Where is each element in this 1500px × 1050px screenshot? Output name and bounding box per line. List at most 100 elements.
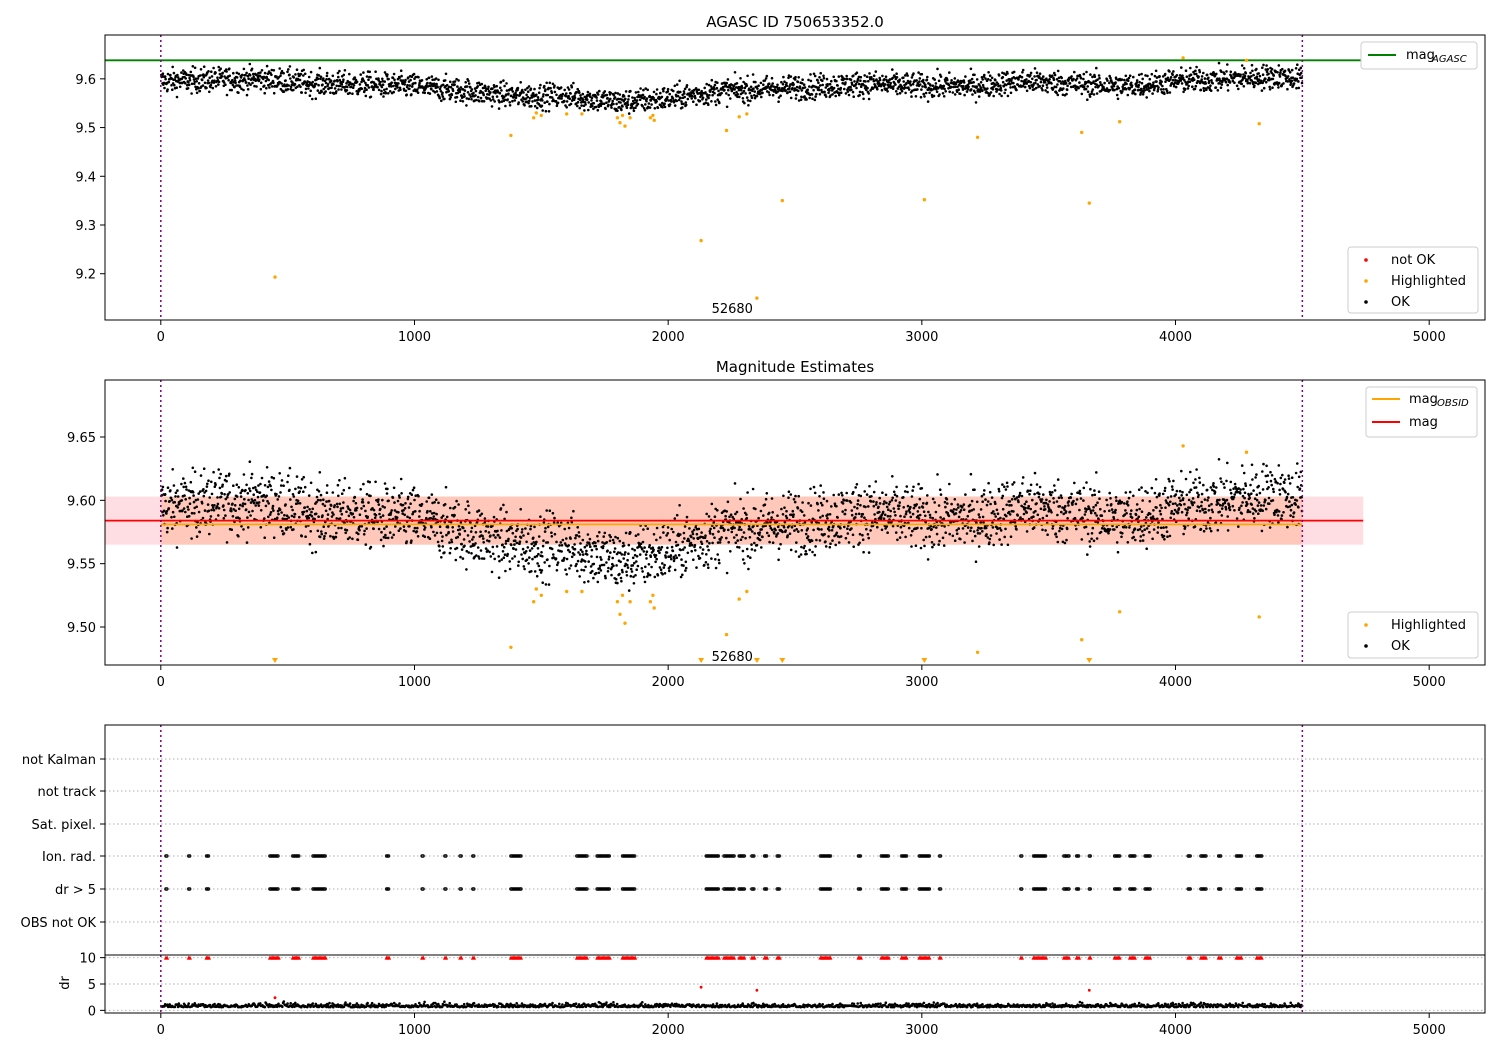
ok-point (445, 515, 449, 519)
ok-point (790, 526, 794, 529)
ok-point (190, 82, 194, 86)
ok-point (1200, 78, 1203, 81)
ok-point (447, 85, 451, 89)
ok-point (1262, 86, 1266, 90)
ok-point (919, 95, 923, 99)
ok-point (243, 78, 247, 82)
ok-point (1012, 81, 1015, 85)
ok-point (815, 538, 818, 542)
ok-point (797, 530, 800, 533)
ok-point (544, 583, 548, 586)
ok-point (298, 515, 301, 519)
ok-point (443, 97, 446, 101)
ok-point (556, 101, 560, 105)
ok-point (1072, 77, 1075, 81)
ok-point (1194, 69, 1197, 73)
ok-point (567, 94, 570, 98)
ok-point (763, 79, 767, 82)
ok-point (467, 551, 471, 554)
ok-point (849, 501, 853, 504)
ok-point (1090, 92, 1093, 95)
ok-point (553, 90, 557, 94)
ok-point (455, 95, 459, 99)
ok-point (992, 94, 995, 98)
ok-point (706, 563, 710, 566)
ok-point (629, 531, 632, 534)
ok-point (1282, 82, 1285, 85)
ok-point (911, 512, 915, 516)
ok-point (1218, 79, 1222, 82)
ok-point (310, 514, 314, 518)
ok-point (254, 486, 257, 489)
ok-point (269, 511, 273, 514)
ok-point (295, 475, 299, 478)
ok-point (650, 565, 653, 569)
ok-point (279, 491, 282, 494)
ok-point (782, 75, 785, 79)
ok-point (480, 82, 484, 86)
ok-point (991, 88, 995, 91)
ok-point (230, 509, 233, 513)
ok-point (791, 515, 795, 518)
ok-point (200, 502, 204, 505)
ok-point (957, 88, 960, 91)
ok-point (783, 506, 786, 510)
ok-point (441, 514, 445, 518)
ok-point (826, 513, 830, 516)
ok-point (174, 495, 177, 498)
ok-point (321, 83, 324, 86)
ok-point (835, 79, 838, 83)
ok-point (1261, 73, 1265, 76)
ok-point (1205, 88, 1208, 91)
ok-point (581, 538, 585, 542)
ok-point (507, 537, 510, 541)
ok-point (911, 89, 914, 92)
ok-point (947, 83, 951, 87)
ok-point (849, 85, 852, 89)
ok-point (596, 534, 599, 538)
ok-point (522, 91, 525, 94)
highlighted-point (509, 133, 513, 138)
ok-point (786, 91, 789, 94)
ok-point (276, 498, 280, 501)
ok-point (340, 492, 344, 496)
ok-point (714, 100, 717, 103)
ok-point (354, 78, 358, 82)
ok-point (499, 80, 503, 84)
ok-point (329, 79, 333, 83)
ok-point (857, 82, 861, 86)
ok-point (213, 504, 216, 507)
ok-point (184, 498, 187, 501)
ok-point (263, 84, 266, 88)
ok-point (667, 555, 670, 558)
ok-point (508, 104, 512, 107)
ok-point (472, 91, 475, 95)
ok-point (819, 501, 823, 505)
ok-point (615, 102, 618, 106)
ok-point (627, 112, 631, 115)
ok-point (536, 96, 540, 99)
ok-point (319, 493, 323, 497)
ok-point (655, 88, 659, 91)
ok-point (1159, 88, 1163, 91)
ok-point (528, 99, 531, 103)
ok-point (645, 99, 648, 103)
ok-point (635, 560, 638, 563)
ok-point (396, 86, 399, 89)
ok-point (434, 498, 438, 502)
ok-point (1290, 79, 1294, 82)
ok-point (292, 88, 295, 92)
ok-point (692, 558, 695, 561)
ok-point (441, 91, 444, 95)
ok-point (718, 101, 721, 105)
ok-point (482, 537, 485, 540)
ok-point (1091, 88, 1095, 91)
ok-point (467, 511, 471, 514)
ok-point (301, 513, 305, 516)
ok-point (870, 76, 873, 79)
ok-point (221, 71, 224, 75)
ok-point (1139, 87, 1143, 91)
ok-point (300, 534, 304, 538)
ok-point (1126, 93, 1130, 97)
ok-point (627, 589, 631, 592)
